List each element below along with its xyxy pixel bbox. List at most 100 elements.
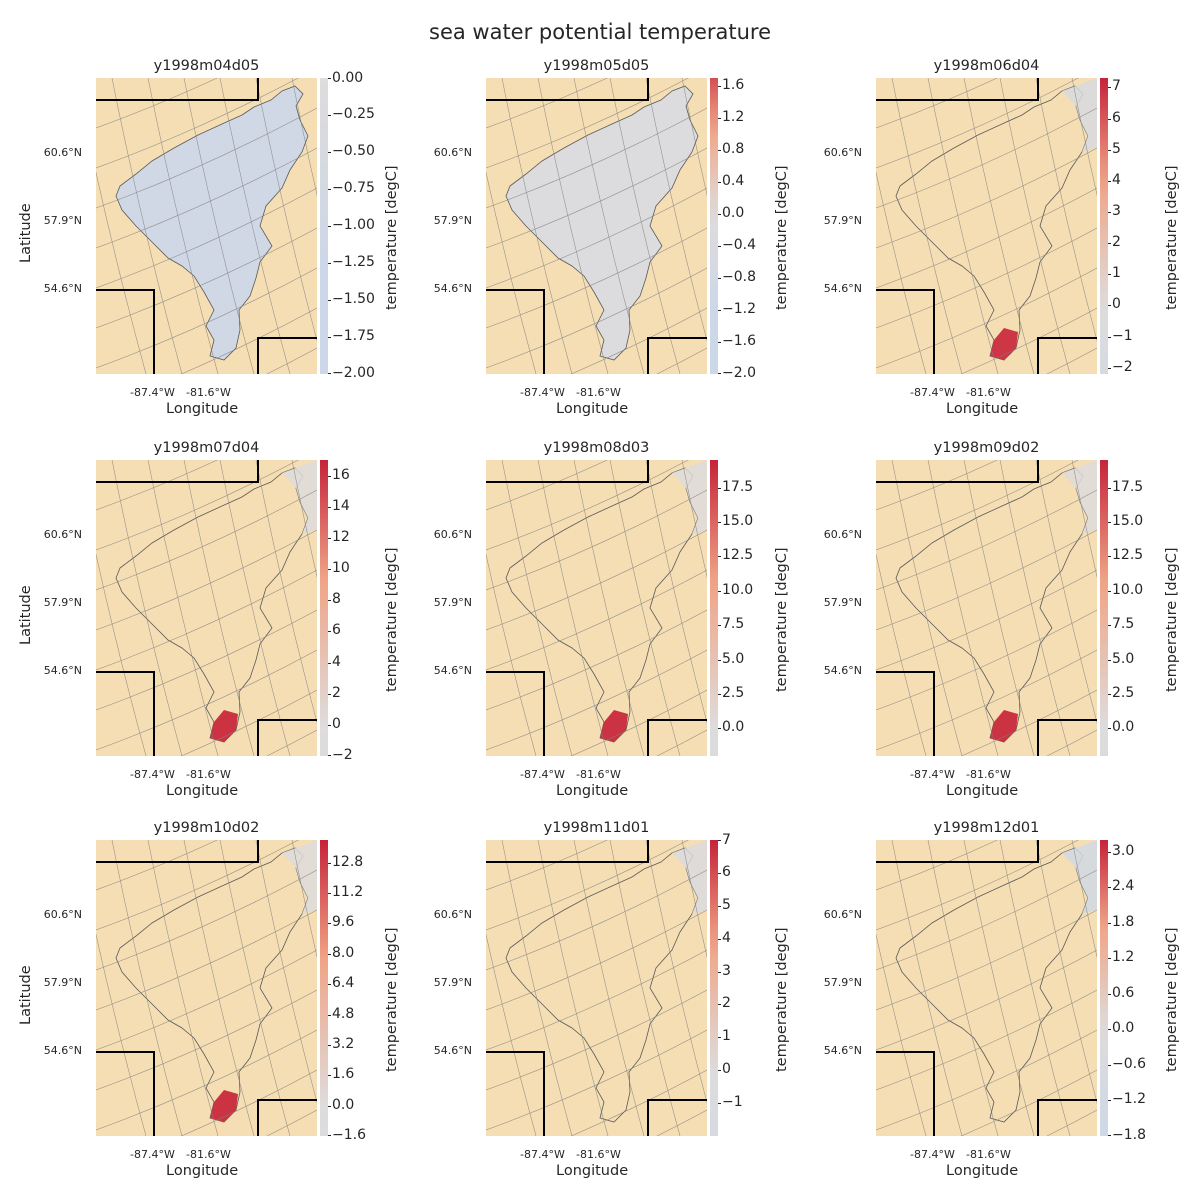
panel-title: y1998m09d02 (933, 440, 1040, 456)
colorbar-tick-label: −0.50 (332, 143, 375, 159)
colorbar-tick-label: 4.8 (332, 1005, 355, 1022)
colorbar-label: temperature [degC] (1164, 165, 1180, 310)
colorbar-tick-mark (328, 300, 331, 301)
colorbar-tick-mark (1108, 1029, 1111, 1031)
colorbar-tick-mark (1108, 305, 1111, 307)
colorbar-tick-label: −2.00 (332, 365, 375, 381)
colorbar-tick-label: 0.6 (1112, 984, 1135, 1001)
colorbar-tick-label: 12 (332, 528, 350, 545)
colorbar-tick-mark (1108, 274, 1111, 276)
colorbar-tick-label: 10 (332, 560, 350, 577)
colorbar-tick-mark (718, 487, 721, 489)
boundary-lines (96, 840, 317, 1136)
colorbar-tick-label: 3 (1112, 202, 1121, 219)
colorbar-tick-mark (718, 590, 721, 592)
y-tick-label: 60.6°N (43, 528, 82, 541)
y-tick-label: 54.6°N (823, 1044, 862, 1057)
y-tick-label: 57.9°N (43, 214, 82, 227)
x-tick-label: -81.6°W (966, 1148, 1011, 1161)
colorbar-tick-mark (1108, 367, 1111, 369)
colorbar (1100, 840, 1108, 1136)
colorbar-tick-label: 12.5 (1112, 547, 1144, 564)
colorbar-tick-label: 0.4 (722, 173, 745, 189)
colorbar-tick-label: 1 (722, 1028, 731, 1045)
colorbar-tick-mark (718, 214, 721, 215)
x-tick-label: -81.6°W (576, 768, 621, 781)
colorbar-tick-mark (328, 569, 331, 571)
x-tick-label: -87.4°W (520, 1148, 565, 1161)
colorbar-tick-label: 2 (1112, 234, 1121, 251)
colorbar-tick-mark (718, 728, 721, 730)
colorbar-tick-label: 10.0 (1112, 581, 1144, 598)
x-tick-label: -87.4°W (910, 1148, 955, 1161)
colorbar-label: temperature [degC] (384, 165, 400, 310)
colorbar-tick-label: 0.0 (722, 719, 745, 736)
x-tick-label: -81.6°W (966, 768, 1011, 781)
graticule (96, 78, 317, 374)
colorbar-tick-label: 16 (332, 466, 350, 483)
colorbar-tick-label: 15.0 (722, 512, 754, 529)
colorbar-tick-label: −1.8 (1112, 1127, 1146, 1143)
colorbar-tick-mark (328, 78, 331, 79)
colorbar-fill (1100, 840, 1108, 1136)
colorbar-tick-mark (1108, 118, 1111, 120)
colorbar-tick-label: −0.75 (332, 180, 375, 196)
colorbar-tick-mark (718, 905, 721, 907)
y-tick-label: 54.6°N (433, 664, 472, 677)
colorbar-tick-label: 15.0 (1112, 512, 1144, 529)
bay-water (895, 467, 1089, 743)
colorbar-tick-label: −1.25 (332, 254, 375, 270)
y-tick-label: 60.6°N (43, 146, 82, 159)
james-bay-water (210, 710, 238, 742)
boundary-lines (486, 78, 707, 374)
colorbar-tick-mark (1108, 556, 1111, 558)
colorbar-tick-mark (1108, 180, 1111, 182)
colorbar-tick-mark (1108, 958, 1111, 960)
colorbar-tick-mark (1108, 659, 1111, 661)
colorbar-tick-label: 4 (1112, 171, 1121, 188)
colorbar-fill (320, 840, 328, 1136)
colorbar-tick-mark (718, 556, 721, 558)
colorbar-fill (320, 460, 328, 756)
colorbar-tick-mark (718, 1004, 721, 1006)
map-area (876, 840, 1097, 1136)
colorbar-label: temperature [degC] (1164, 927, 1180, 1072)
bay-water (895, 85, 1089, 361)
colorbar-tick-label: 5 (1112, 140, 1121, 157)
james-bay-water (990, 328, 1018, 360)
colorbar-tick-label: 5 (722, 896, 731, 913)
x-axis-label: Longitude (556, 783, 629, 799)
colorbar-tick-mark (328, 953, 331, 955)
y-tick-label: 54.6°N (43, 664, 82, 677)
colorbar-tick-label: 5.0 (1112, 650, 1135, 667)
colorbar-tick-mark (328, 693, 331, 695)
colorbar-tick-label: 7 (1112, 78, 1121, 95)
colorbar-tick-mark (1108, 487, 1111, 489)
colorbar-tick-mark (328, 115, 331, 116)
y-tick-label: 60.6°N (43, 908, 82, 921)
colorbar-tick-label: 7 (722, 832, 731, 848)
colorbar-tick-mark (328, 152, 331, 153)
map-area (486, 840, 707, 1136)
colorbar-tick-mark (1108, 336, 1111, 338)
land-background (486, 840, 707, 1136)
bay-water (115, 467, 309, 743)
graticule (96, 840, 317, 1136)
map-area (486, 78, 707, 374)
y-tick-label: 60.6°N (823, 146, 862, 159)
y-tick-label: 60.6°N (823, 908, 862, 921)
x-tick-label: -87.4°W (910, 386, 955, 399)
colorbar (710, 460, 718, 756)
colorbar-tick-mark (1108, 149, 1111, 151)
colorbar-tick-label: −2 (1112, 358, 1133, 375)
y-tick-label: 57.9°N (823, 976, 862, 989)
x-axis-label: Longitude (556, 1163, 629, 1179)
colorbar-tick-label: 14 (332, 497, 350, 514)
y-axis-label: Latitude (18, 585, 34, 645)
colorbar-tick-mark (328, 600, 331, 602)
y-tick-label: 54.6°N (433, 282, 472, 295)
colorbar-tick-label: 12.5 (722, 547, 754, 564)
james-bay-water (600, 710, 628, 742)
colorbar-tick-label: 0.00 (332, 70, 364, 86)
colorbar-fill (710, 460, 718, 756)
